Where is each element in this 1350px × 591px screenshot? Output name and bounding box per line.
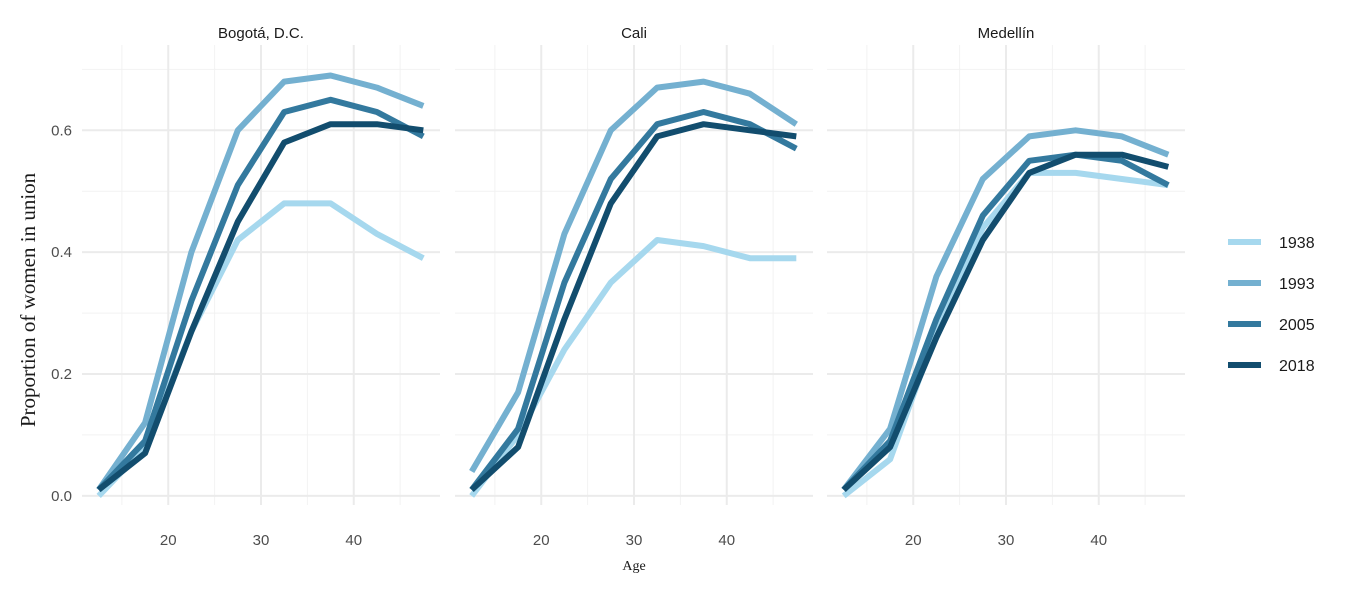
x-tick-label: 40 [1090, 532, 1107, 549]
x-tick-label: 20 [905, 532, 922, 549]
legend: 1938 1993 2005 2018 [1228, 235, 1315, 375]
y-tick-label: 0.4 [51, 244, 72, 261]
series-line-1993 [96, 72, 425, 492]
series-line-1993 [841, 127, 1170, 492]
x-axis-title: Age [622, 559, 645, 574]
panel-title: Medellín [978, 25, 1035, 42]
x-tick-label: 40 [718, 532, 735, 549]
panel-title: Bogotá, D.C. [218, 25, 304, 42]
series-line-2018 [841, 151, 1170, 493]
panel-0: Bogotá, D.C. 20 30 40 0.0 0.2 0.4 0.6 [51, 25, 440, 549]
legend-label: 1993 [1279, 276, 1315, 293]
x-tick-label: 20 [160, 532, 177, 549]
series-line-2005 [841, 151, 1170, 492]
x-tick-label: 30 [253, 532, 270, 549]
x-tick-label: 20 [533, 532, 550, 549]
series-line-2005 [96, 96, 425, 492]
x-tick-label: 30 [998, 532, 1015, 549]
series-line-2005 [469, 109, 798, 492]
legend-label: 2018 [1279, 358, 1315, 375]
legend-label: 1938 [1279, 235, 1315, 252]
panel-title: Cali [621, 25, 647, 42]
y-axis-title: Proportion of women in union [16, 172, 40, 427]
legend-label: 2005 [1279, 317, 1315, 334]
series-line-1993 [469, 78, 798, 474]
y-tick-label: 0.6 [51, 122, 72, 139]
panel-2: Medellín 20 30 40 [827, 25, 1185, 549]
x-tick-label: 40 [345, 532, 362, 549]
series-line-2018 [96, 121, 424, 493]
series-line-2018 [469, 121, 797, 493]
panel-1: Cali 20 30 40 [455, 25, 813, 549]
series-line-1938 [841, 169, 1169, 499]
y-tick-label: 0.0 [51, 488, 72, 505]
y-tick-label: 0.2 [51, 366, 72, 383]
x-tick-label: 30 [626, 532, 643, 549]
